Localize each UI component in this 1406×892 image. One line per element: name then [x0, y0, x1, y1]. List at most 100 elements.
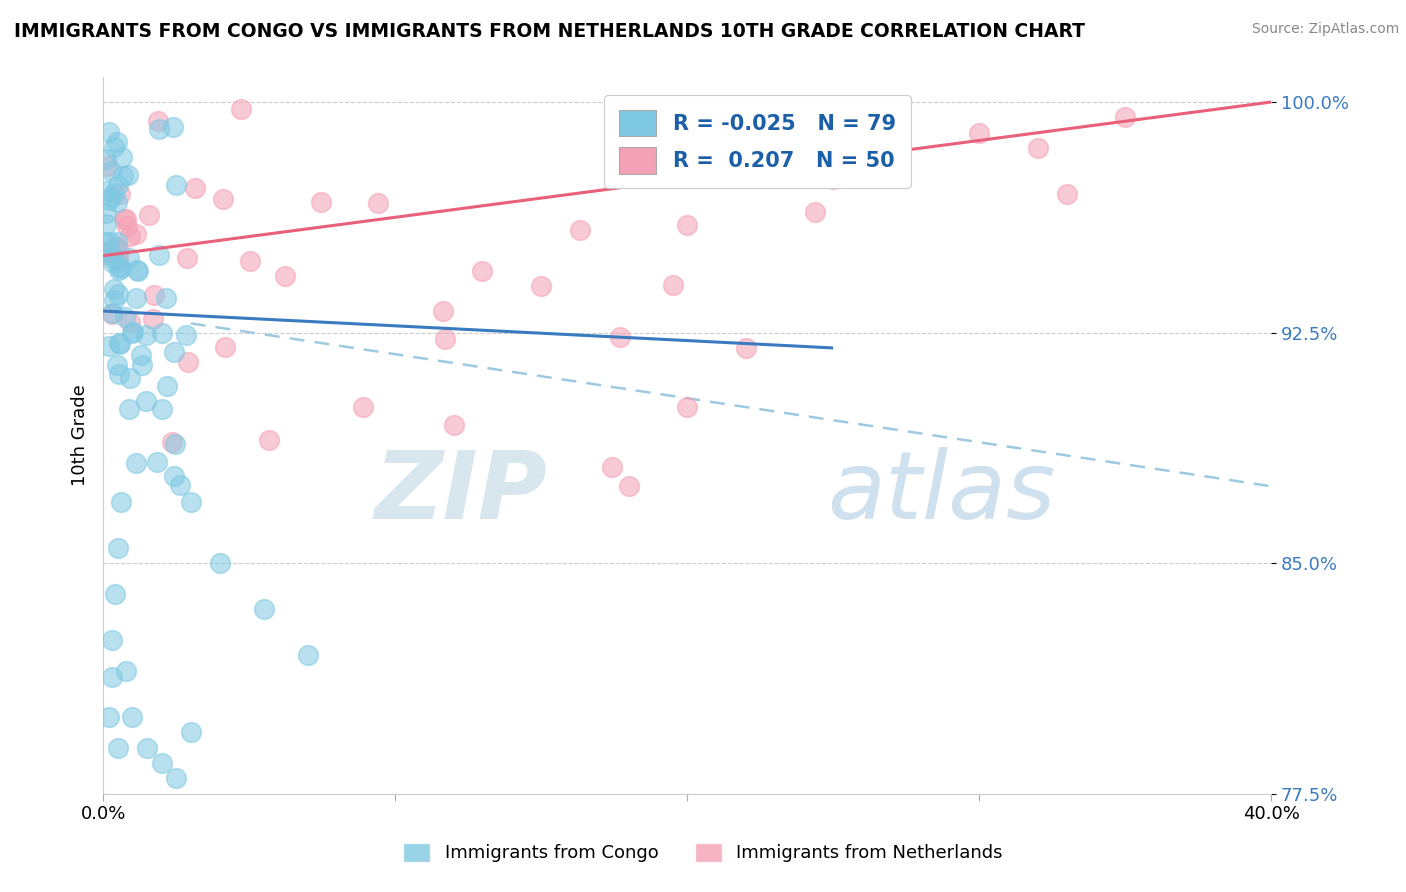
- Point: [114, 310, 136, 325]
- Point: [253, 602, 276, 616]
- Point: [108, 260, 131, 275]
- Point: [471, 264, 494, 278]
- Point: [118, 315, 141, 329]
- Point: [148, 114, 170, 128]
- Point: [129, 348, 152, 362]
- Point: [180, 725, 202, 739]
- Text: Source: ZipAtlas.com: Source: ZipAtlas.com: [1251, 22, 1399, 37]
- Text: atlas: atlas: [827, 448, 1056, 539]
- Point: [443, 417, 465, 432]
- Point: [617, 479, 640, 493]
- Point: [150, 326, 173, 341]
- Point: [163, 437, 186, 451]
- Point: [96, 244, 118, 259]
- Y-axis label: 10th Grade: 10th Grade: [72, 384, 89, 486]
- Point: [163, 345, 186, 359]
- Point: [297, 648, 319, 663]
- Point: [125, 456, 148, 470]
- Point: [101, 254, 124, 268]
- Legend: Immigrants from Congo, Immigrants from Netherlands: Immigrants from Congo, Immigrants from N…: [396, 836, 1010, 870]
- Point: [107, 178, 129, 192]
- Point: [967, 126, 990, 140]
- Point: [165, 772, 187, 786]
- Point: [131, 358, 153, 372]
- Point: [150, 402, 173, 417]
- Point: [274, 269, 297, 284]
- Point: [108, 263, 131, 277]
- Point: [101, 305, 124, 319]
- Point: [115, 219, 138, 233]
- Point: [105, 135, 128, 149]
- Point: [148, 122, 170, 136]
- Point: [165, 178, 187, 192]
- Point: [118, 251, 141, 265]
- Point: [569, 223, 592, 237]
- Point: [108, 335, 131, 350]
- Point: [309, 194, 332, 209]
- Point: [107, 287, 129, 301]
- Point: [98, 339, 121, 353]
- Point: [97, 244, 120, 259]
- Point: [1114, 111, 1136, 125]
- Point: [105, 235, 128, 250]
- Point: [107, 252, 129, 266]
- Point: [156, 379, 179, 393]
- Point: [150, 756, 173, 770]
- Point: [138, 208, 160, 222]
- Point: [676, 400, 699, 414]
- Point: [111, 169, 134, 184]
- Point: [135, 328, 157, 343]
- Text: ZIP: ZIP: [374, 447, 547, 539]
- Point: [135, 393, 157, 408]
- Point: [229, 102, 252, 116]
- Point: [661, 278, 683, 293]
- Point: [103, 186, 125, 201]
- Point: [124, 291, 146, 305]
- Point: [94, 217, 117, 231]
- Point: [103, 282, 125, 296]
- Point: [100, 235, 122, 249]
- Point: [676, 218, 699, 232]
- Point: [433, 332, 456, 346]
- Point: [94, 206, 117, 220]
- Point: [97, 193, 120, 207]
- Point: [105, 240, 128, 254]
- Point: [214, 340, 236, 354]
- Point: [111, 150, 134, 164]
- Point: [180, 494, 202, 508]
- Point: [160, 435, 183, 450]
- Point: [600, 460, 623, 475]
- Point: [734, 341, 756, 355]
- Point: [162, 120, 184, 134]
- Point: [110, 261, 132, 276]
- Point: [432, 304, 454, 318]
- Point: [114, 212, 136, 227]
- Point: [94, 247, 117, 261]
- Point: [127, 264, 149, 278]
- Point: [1056, 187, 1078, 202]
- Point: [118, 371, 141, 385]
- Point: [530, 279, 553, 293]
- Point: [823, 172, 845, 186]
- Point: [174, 327, 197, 342]
- Point: [136, 740, 159, 755]
- Point: [115, 664, 138, 678]
- Point: [142, 312, 165, 326]
- Point: [107, 541, 129, 555]
- Point: [108, 244, 131, 258]
- Point: [122, 325, 145, 339]
- Point: [112, 211, 135, 226]
- Point: [101, 670, 124, 684]
- Point: [103, 252, 125, 266]
- Point: [110, 494, 132, 508]
- Point: [121, 710, 143, 724]
- Point: [104, 587, 127, 601]
- Point: [107, 367, 129, 381]
- Point: [96, 159, 118, 173]
- Point: [367, 195, 389, 210]
- Point: [352, 400, 374, 414]
- Point: [162, 469, 184, 483]
- Point: [118, 229, 141, 244]
- Point: [107, 740, 129, 755]
- Point: [103, 140, 125, 154]
